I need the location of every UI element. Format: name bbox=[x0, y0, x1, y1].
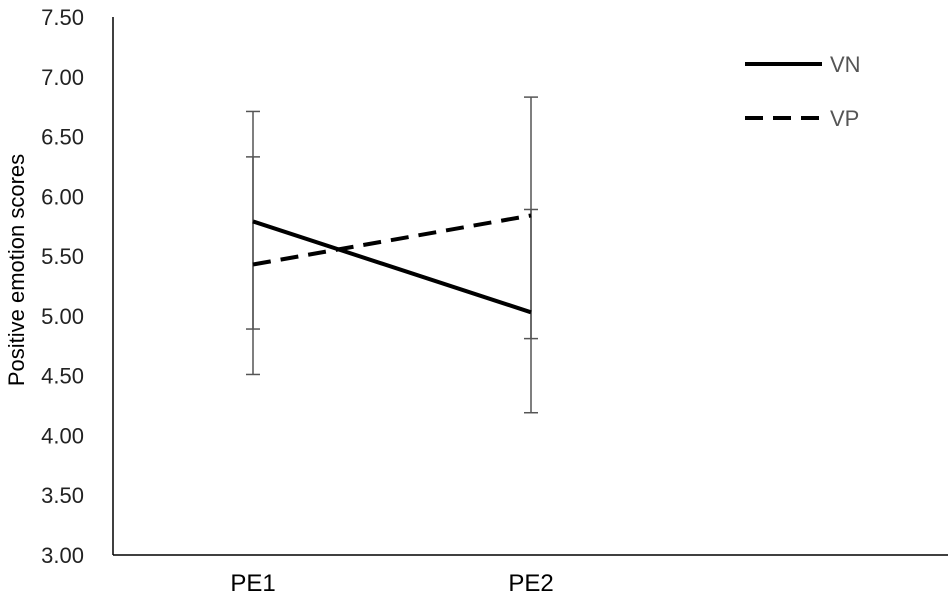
legend: VN VP bbox=[745, 52, 861, 131]
legend-label-vn: VN bbox=[830, 52, 861, 77]
y-tick-label: 4.50 bbox=[41, 364, 84, 389]
x-tick-label: PE1 bbox=[230, 570, 275, 597]
y-tick-label: 5.50 bbox=[41, 244, 84, 269]
y-tick-label: 6.50 bbox=[41, 125, 84, 150]
series-line-vn bbox=[252, 219, 532, 315]
series-lines bbox=[252, 213, 532, 315]
y-tick-label: 3.50 bbox=[41, 483, 84, 508]
y-tick-label: 4.00 bbox=[41, 423, 84, 448]
y-tick-label: 7.50 bbox=[41, 5, 84, 30]
y-tick-label: 7.00 bbox=[41, 65, 84, 90]
x-tick-label: PE2 bbox=[508, 570, 553, 597]
y-tick-label: 6.00 bbox=[41, 184, 84, 209]
y-tick-label: 5.00 bbox=[41, 304, 84, 329]
axes bbox=[112, 17, 948, 556]
y-tick-label: 3.00 bbox=[41, 543, 84, 568]
y-axis-title: Positive emotion scores bbox=[4, 154, 29, 386]
series-line-vp bbox=[252, 213, 532, 267]
y-tick-labels: 3.00 3.50 4.00 4.50 5.00 5.50 6.00 6.50 7.00 7.50 bbox=[41, 5, 84, 568]
error-bars bbox=[246, 96, 538, 414]
x-tick-labels: PE1 PE2 bbox=[230, 570, 553, 597]
legend-label-vp: VP bbox=[830, 106, 859, 131]
